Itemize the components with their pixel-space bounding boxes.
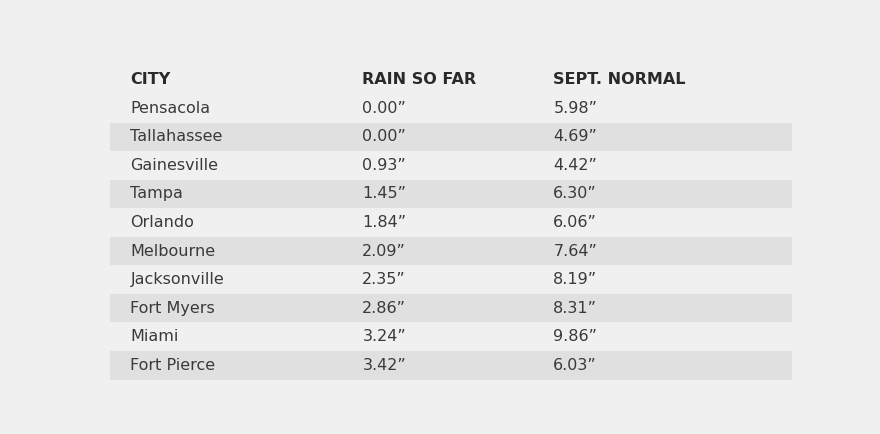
Text: CITY: CITY <box>130 72 171 87</box>
Text: 2.09”: 2.09” <box>363 243 407 259</box>
Text: 9.86”: 9.86” <box>554 329 598 344</box>
Text: 4.42”: 4.42” <box>554 158 598 173</box>
Text: 2.35”: 2.35” <box>363 272 406 287</box>
Text: 7.64”: 7.64” <box>554 243 598 259</box>
FancyBboxPatch shape <box>110 265 792 294</box>
Text: 0.93”: 0.93” <box>363 158 406 173</box>
Text: 1.45”: 1.45” <box>363 187 407 201</box>
Text: Tampa: Tampa <box>130 187 183 201</box>
Text: Melbourne: Melbourne <box>130 243 216 259</box>
FancyBboxPatch shape <box>110 66 792 94</box>
Text: 8.19”: 8.19” <box>554 272 598 287</box>
Text: 3.42”: 3.42” <box>363 358 406 373</box>
Text: 2.86”: 2.86” <box>363 301 407 316</box>
FancyBboxPatch shape <box>110 122 792 151</box>
Text: Fort Myers: Fort Myers <box>130 301 216 316</box>
Text: Fort Pierce: Fort Pierce <box>130 358 216 373</box>
Text: 0.00”: 0.00” <box>363 129 407 145</box>
FancyBboxPatch shape <box>110 151 792 180</box>
FancyBboxPatch shape <box>110 180 792 208</box>
Text: 1.84”: 1.84” <box>363 215 407 230</box>
Text: Gainesville: Gainesville <box>130 158 218 173</box>
Text: 3.24”: 3.24” <box>363 329 406 344</box>
FancyBboxPatch shape <box>110 208 792 237</box>
Text: Pensacola: Pensacola <box>130 101 210 116</box>
FancyBboxPatch shape <box>110 322 792 351</box>
Text: SEPT. NORMAL: SEPT. NORMAL <box>554 72 686 87</box>
Text: Miami: Miami <box>130 329 179 344</box>
FancyBboxPatch shape <box>110 294 792 322</box>
Text: Orlando: Orlando <box>130 215 194 230</box>
Text: Tallahassee: Tallahassee <box>130 129 223 145</box>
Text: 5.98”: 5.98” <box>554 101 598 116</box>
Text: RAIN SO FAR: RAIN SO FAR <box>363 72 476 87</box>
Text: 6.06”: 6.06” <box>554 215 598 230</box>
Text: 6.03”: 6.03” <box>554 358 597 373</box>
FancyBboxPatch shape <box>110 237 792 265</box>
Text: 8.31”: 8.31” <box>554 301 598 316</box>
FancyBboxPatch shape <box>110 351 792 380</box>
Text: Jacksonville: Jacksonville <box>130 272 224 287</box>
Text: 0.00”: 0.00” <box>363 101 407 116</box>
FancyBboxPatch shape <box>110 94 792 122</box>
Text: 4.69”: 4.69” <box>554 129 598 145</box>
Text: 6.30”: 6.30” <box>554 187 597 201</box>
